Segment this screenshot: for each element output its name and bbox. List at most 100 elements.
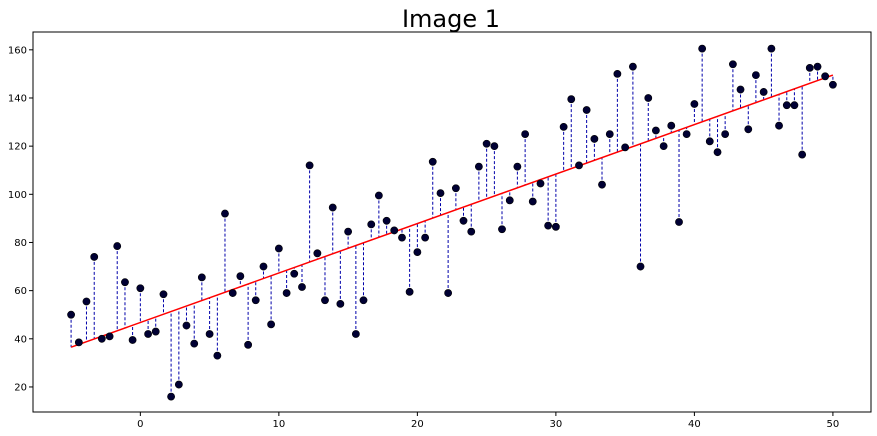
data-point	[621, 143, 630, 152]
data-point	[374, 191, 383, 200]
data-point	[113, 242, 122, 250]
y-tick-label: 20	[14, 382, 27, 393]
x-tick-label: 30	[550, 419, 563, 430]
x-tick-label: 10	[272, 419, 285, 430]
y-tick-label: 40	[14, 334, 27, 345]
data-point	[351, 330, 360, 338]
data-point	[336, 299, 345, 308]
data-point	[628, 62, 637, 71]
y-tick-label: 80	[14, 238, 27, 249]
data-point	[582, 106, 591, 114]
data-point	[136, 284, 145, 293]
data-point	[105, 332, 114, 341]
data-point	[182, 321, 191, 330]
data-point	[513, 162, 522, 171]
data-point	[636, 262, 645, 271]
data-point	[174, 380, 183, 389]
data-point	[90, 253, 99, 261]
data-point	[459, 216, 468, 225]
data-point	[121, 278, 129, 287]
data-point	[605, 130, 614, 139]
data-point	[213, 351, 222, 360]
data-point	[544, 221, 553, 230]
data-point	[767, 44, 776, 53]
data-point	[413, 248, 422, 257]
x-tick-label: 40	[688, 419, 701, 430]
data-point	[736, 85, 745, 94]
data-point	[74, 338, 83, 347]
axes: 0 10 20 30 40 50 20 40 60 80 100 120 140 160	[8, 31, 872, 430]
data-point	[467, 227, 476, 236]
data-point	[798, 150, 807, 159]
data-point	[159, 290, 168, 299]
data-point	[713, 148, 722, 157]
data-point	[67, 310, 75, 319]
data-point	[575, 161, 583, 170]
data-point	[390, 226, 399, 235]
data-point	[436, 189, 445, 198]
data-point	[567, 95, 576, 104]
data-point	[359, 296, 368, 305]
x-tick-label: 50	[827, 419, 840, 430]
data-point	[451, 184, 460, 193]
data-point	[313, 249, 322, 258]
data-point	[298, 283, 306, 291]
y-tick-label: 120	[8, 142, 27, 153]
data-point	[675, 218, 683, 226]
data-point	[305, 161, 314, 170]
y-tick-label: 100	[8, 190, 27, 201]
data-point	[598, 180, 606, 189]
data-point	[590, 135, 599, 143]
data-point	[690, 100, 699, 108]
data-point	[444, 289, 453, 297]
data-point	[751, 71, 760, 80]
data-point	[729, 60, 737, 69]
data-point	[328, 203, 337, 212]
data-point	[367, 220, 376, 229]
data-point	[274, 244, 283, 253]
data-point	[521, 130, 530, 139]
data-point	[228, 289, 237, 297]
data-point	[829, 80, 837, 89]
data-point	[421, 233, 430, 242]
plot-area	[67, 44, 837, 401]
data-point	[236, 272, 245, 281]
data-point	[775, 121, 783, 130]
data-point	[97, 334, 106, 343]
data-point	[474, 162, 483, 171]
data-point	[536, 179, 545, 188]
data-point	[282, 289, 291, 297]
data-point	[805, 63, 814, 72]
data-point	[705, 137, 714, 146]
data-point	[482, 139, 491, 148]
data-point	[698, 44, 707, 53]
data-point	[321, 296, 329, 305]
data-point	[151, 327, 160, 336]
data-point	[505, 196, 514, 205]
y-tick-label: 160	[8, 45, 27, 56]
data-point	[221, 209, 229, 218]
data-point	[651, 126, 660, 135]
data-point	[167, 392, 175, 401]
data-point	[244, 340, 253, 349]
data-point	[644, 94, 653, 102]
data-point	[744, 125, 753, 134]
data-point	[721, 130, 730, 139]
chart-title: Image 1	[402, 5, 500, 33]
data-point	[290, 269, 299, 278]
fit-line	[70, 74, 834, 348]
x-tick-label: 20	[411, 419, 424, 430]
data-point	[205, 330, 214, 338]
data-point	[344, 227, 353, 236]
data-point	[144, 330, 153, 338]
data-point	[682, 130, 691, 139]
data-point	[759, 88, 768, 96]
data-point	[382, 216, 391, 225]
data-point	[398, 233, 406, 242]
data-point	[82, 297, 91, 306]
x-tick-label: 0	[137, 419, 143, 430]
data-point	[405, 287, 414, 296]
data-point	[251, 296, 260, 305]
data-point	[813, 62, 822, 71]
